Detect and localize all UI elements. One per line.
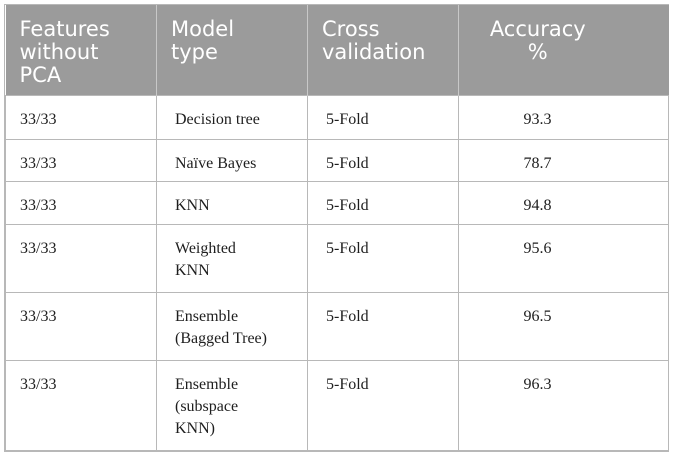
cell-accuracy: 78.7 — [458, 139, 669, 182]
cell-cross-validation: 5-Fold — [307, 292, 459, 361]
cell-features: 33/33 — [5, 224, 157, 293]
cell-accuracy: 94.8 — [458, 181, 669, 225]
cell-model-type-line: KNN) — [175, 420, 215, 437]
cell-cross-validation: 5-Fold — [307, 224, 459, 293]
cell-cross-validation: 5-Fold — [307, 139, 459, 182]
cell-accuracy: 96.5 — [458, 292, 669, 361]
cell-model-type: Weighted KNN — [156, 224, 308, 293]
table-row: 33/33 Naïve Bayes 5-Fold 78.7 — [5, 139, 669, 182]
header-features-line: PCA — [19, 63, 62, 87]
cell-model-type-line: KNN — [175, 262, 210, 279]
header-model-type-line: type — [171, 40, 218, 64]
cell-model-type-line: Decision tree — [175, 111, 260, 128]
results-table: Features without PCA Model type Cross va… — [5, 5, 669, 451]
header-cross-validation-line: Cross — [322, 17, 380, 41]
cell-features: 33/33 — [5, 292, 157, 361]
cell-model-type-line: (Bagged Tree) — [175, 330, 267, 347]
table-row: 33/33 Weighted KNN 5-Fold 95.6 — [5, 224, 669, 293]
cell-model-type: Naïve Bayes — [156, 139, 308, 182]
cell-features: 33/33 — [5, 360, 157, 451]
table-row: 33/33 Ensemble (Bagged Tree) 5-Fold 96.5 — [5, 292, 669, 361]
cell-features: 33/33 — [5, 139, 157, 182]
header-accuracy: Accuracy % — [458, 5, 669, 96]
table-header-row: Features without PCA Model type Cross va… — [5, 5, 669, 96]
header-accuracy-line: Accuracy — [489, 17, 586, 41]
table-row: 33/33 Ensemble (subspace KNN) 5-Fold 96.… — [5, 360, 669, 451]
cell-accuracy: 96.3 — [458, 360, 669, 451]
cell-features: 33/33 — [5, 95, 157, 140]
header-model-type: Model type — [156, 5, 308, 96]
cell-model-type-line: KNN — [175, 197, 210, 214]
cell-features: 33/33 — [5, 181, 157, 225]
header-accuracy-line: % — [527, 40, 548, 64]
cell-model-type: Ensemble (subspace KNN) — [156, 360, 308, 451]
cell-model-type-line: Naïve Bayes — [175, 155, 257, 172]
header-features-line: Features — [19, 17, 110, 41]
cell-model-type-line: Ensemble — [175, 376, 239, 393]
cell-model-type: Ensemble (Bagged Tree) — [156, 292, 308, 361]
results-table-container: Features without PCA Model type Cross va… — [4, 4, 669, 452]
cell-model-type-line: Ensemble — [175, 308, 239, 325]
cell-accuracy: 93.3 — [458, 95, 669, 140]
cell-model-type: KNN — [156, 181, 308, 225]
cell-model-type-line: Weighted — [175, 240, 236, 257]
cell-model-type-line: (subspace — [175, 398, 239, 415]
cell-cross-validation: 5-Fold — [307, 360, 459, 451]
table-row: 33/33 KNN 5-Fold 94.8 — [5, 181, 669, 225]
header-features-line: without — [19, 40, 99, 64]
table-row: 33/33 Decision tree 5-Fold 93.3 — [5, 95, 669, 140]
cell-cross-validation: 5-Fold — [307, 95, 459, 140]
header-cross-validation: Cross validation — [307, 5, 459, 96]
cell-cross-validation: 5-Fold — [307, 181, 459, 225]
header-cross-validation-line: validation — [322, 40, 426, 64]
header-model-type-line: Model — [171, 17, 235, 41]
header-features: Features without PCA — [5, 5, 157, 96]
cell-model-type: Decision tree — [156, 95, 308, 140]
cell-accuracy: 95.6 — [458, 224, 669, 293]
